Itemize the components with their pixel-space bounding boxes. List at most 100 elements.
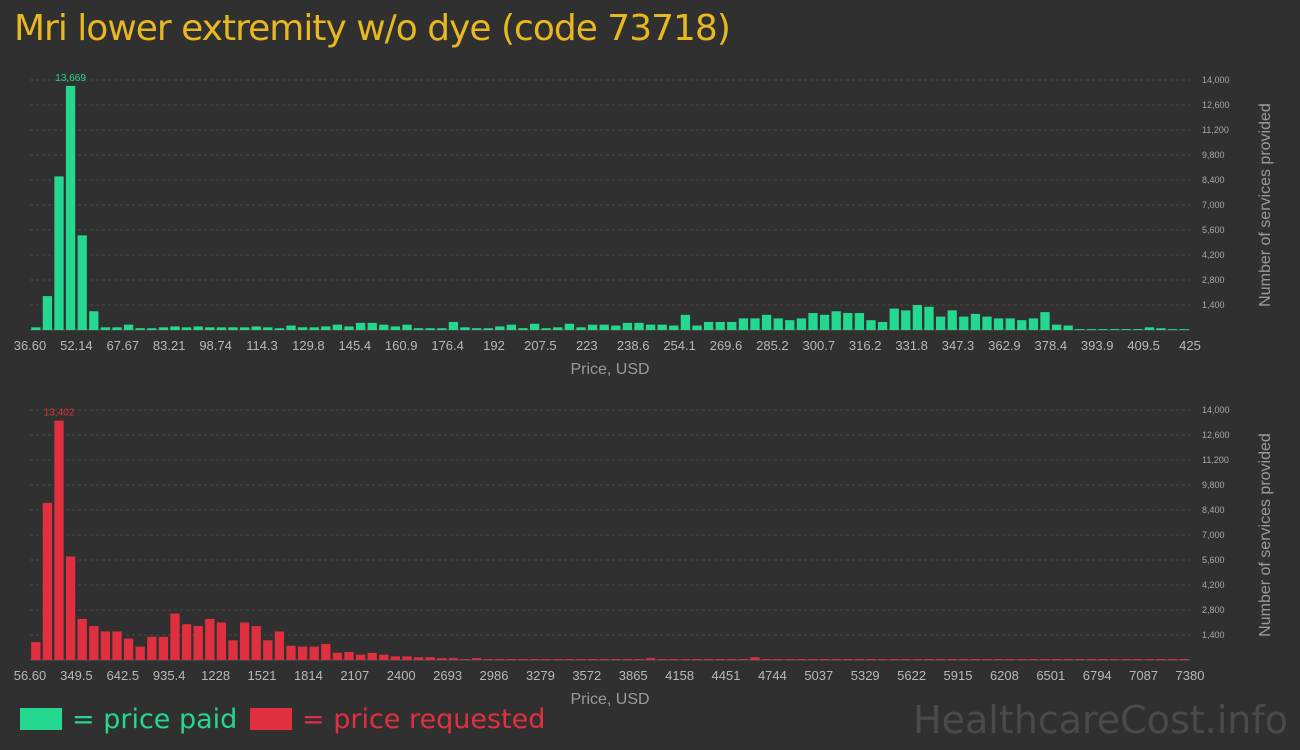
x-tick-label: 7087 bbox=[1129, 668, 1158, 683]
bar bbox=[877, 659, 888, 660]
bar bbox=[216, 622, 227, 660]
bar bbox=[1086, 329, 1097, 330]
bar bbox=[993, 659, 1004, 660]
legend-price-paid: = price paid bbox=[20, 704, 237, 735]
x-tick-label: 176.4 bbox=[431, 338, 464, 353]
bar bbox=[205, 618, 215, 660]
bar bbox=[135, 646, 145, 660]
bar bbox=[321, 643, 331, 660]
bar bbox=[309, 327, 319, 330]
bar bbox=[518, 659, 528, 660]
bar bbox=[576, 659, 586, 660]
y-tick-label: 14,000 bbox=[1202, 405, 1230, 415]
bar bbox=[750, 657, 760, 660]
bar bbox=[935, 316, 946, 330]
bar bbox=[495, 659, 505, 660]
bar bbox=[715, 321, 725, 330]
bar bbox=[135, 328, 145, 330]
x-tick-label: 6794 bbox=[1083, 668, 1112, 683]
y-axis-title: Number of services provided bbox=[1257, 103, 1274, 307]
x-tick-label: 145.4 bbox=[339, 338, 372, 353]
bar bbox=[727, 321, 737, 330]
bar bbox=[1063, 659, 1073, 660]
bar bbox=[1098, 659, 1108, 660]
bar bbox=[622, 659, 633, 660]
bar bbox=[31, 642, 41, 660]
bar bbox=[564, 659, 575, 660]
bar bbox=[1121, 329, 1131, 330]
y-tick-label: 4,200 bbox=[1202, 250, 1225, 260]
bar bbox=[738, 318, 749, 330]
bar bbox=[181, 624, 192, 660]
bar bbox=[158, 636, 169, 660]
x-tick-label: 378.4 bbox=[1035, 338, 1068, 353]
legend-swatch-paid bbox=[20, 708, 62, 730]
bar bbox=[123, 324, 134, 330]
bar bbox=[970, 313, 981, 330]
bar bbox=[889, 308, 899, 330]
legend-label-requested: = price requested bbox=[302, 703, 546, 735]
y-tick-label: 8,400 bbox=[1202, 505, 1225, 515]
bar bbox=[587, 659, 598, 660]
x-tick-label: 1814 bbox=[294, 668, 323, 683]
bar bbox=[889, 659, 899, 660]
x-tick-label: 192 bbox=[483, 338, 505, 353]
peak-value-label: 13,669 bbox=[55, 73, 86, 84]
bar bbox=[147, 636, 157, 660]
bar bbox=[785, 320, 795, 330]
x-tick-label: 114.3 bbox=[246, 338, 278, 353]
bar bbox=[286, 325, 296, 330]
bar bbox=[402, 324, 412, 330]
peak-value-label: 13,402 bbox=[44, 408, 75, 419]
y-tick-label: 1,400 bbox=[1202, 630, 1225, 640]
bar bbox=[228, 327, 238, 330]
bar bbox=[1017, 320, 1027, 330]
bar bbox=[773, 318, 783, 330]
bar bbox=[634, 322, 644, 330]
bar bbox=[1028, 659, 1039, 660]
bar bbox=[448, 321, 459, 330]
bar bbox=[1109, 659, 1120, 660]
bar bbox=[321, 326, 331, 330]
bar bbox=[170, 326, 180, 330]
y-tick-label: 2,800 bbox=[1202, 275, 1225, 285]
bar bbox=[599, 659, 609, 660]
bar bbox=[344, 326, 354, 330]
bar bbox=[1017, 659, 1027, 660]
y-axis-title: Number of services provided bbox=[1257, 433, 1274, 637]
bar bbox=[228, 640, 238, 660]
x-tick-label: 254.1 bbox=[663, 338, 696, 353]
bar bbox=[750, 318, 760, 330]
x-tick-label: 4158 bbox=[665, 668, 694, 683]
bar bbox=[112, 631, 122, 660]
bar bbox=[541, 659, 551, 660]
bar bbox=[611, 325, 621, 330]
bar bbox=[657, 324, 667, 330]
bar bbox=[587, 324, 598, 330]
bar bbox=[738, 659, 749, 660]
bar bbox=[31, 327, 41, 330]
x-tick-label: 4744 bbox=[758, 668, 787, 683]
bar bbox=[332, 324, 343, 330]
bar bbox=[935, 659, 946, 660]
bar bbox=[355, 322, 366, 330]
bar bbox=[553, 327, 563, 330]
bar bbox=[1167, 329, 1178, 330]
x-tick-label: 2693 bbox=[433, 668, 462, 683]
bar bbox=[669, 659, 679, 660]
x-tick-label: 349.5 bbox=[60, 668, 93, 683]
bar bbox=[274, 328, 285, 330]
watermark: HealthcareCost.info bbox=[913, 698, 1288, 742]
x-tick-label: 5915 bbox=[944, 668, 973, 683]
bar bbox=[692, 659, 702, 660]
bar bbox=[239, 622, 250, 660]
bar bbox=[819, 314, 830, 330]
bar bbox=[645, 324, 656, 330]
x-tick-label: 425 bbox=[1179, 338, 1201, 353]
bar bbox=[912, 659, 923, 660]
y-tick-label: 12,600 bbox=[1202, 430, 1230, 440]
bar bbox=[912, 305, 923, 330]
bar bbox=[402, 656, 412, 660]
x-tick-label: 5329 bbox=[851, 668, 880, 683]
bar bbox=[843, 659, 853, 660]
